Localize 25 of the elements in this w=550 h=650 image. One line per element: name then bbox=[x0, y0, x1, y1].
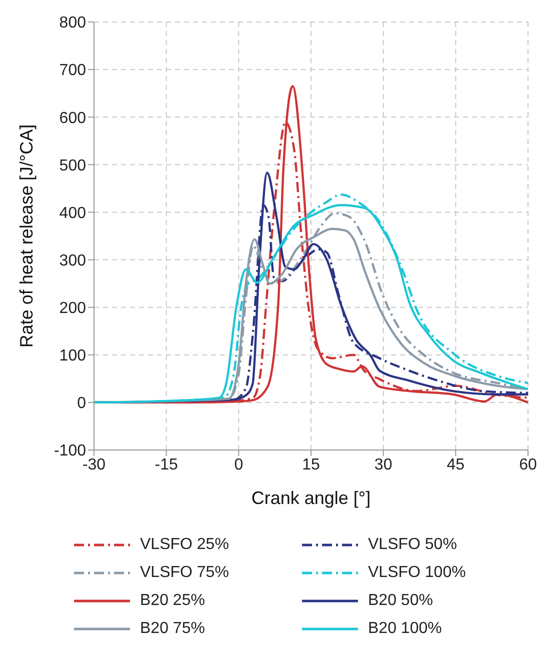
legend-label: B20 50% bbox=[368, 592, 433, 610]
x-tick-label: 0 bbox=[234, 456, 244, 474]
legend-label: VLSFO 25% bbox=[140, 536, 229, 554]
x-tick-label: 30 bbox=[374, 456, 392, 474]
y-tick-label: 0 bbox=[77, 395, 86, 412]
legend-label: B20 25% bbox=[140, 592, 205, 610]
y-tick-label: 400 bbox=[59, 204, 86, 222]
x-tick-label: 60 bbox=[519, 456, 537, 474]
y-tick-label: 600 bbox=[59, 110, 86, 127]
y-tick-label: 500 bbox=[59, 157, 86, 174]
y-tick-label: 200 bbox=[59, 300, 86, 318]
legend-label: B20 75% bbox=[140, 620, 205, 638]
y-tick-label: 100 bbox=[59, 348, 86, 365]
x-tick-label: -15 bbox=[154, 456, 178, 474]
y-tick-label: 800 bbox=[59, 14, 86, 32]
legend-label: B20 100% bbox=[368, 620, 442, 638]
legend-label: VLSFO 50% bbox=[368, 536, 457, 554]
x-tick-label: 15 bbox=[302, 456, 320, 474]
y-axis-title: Rate of heat release [J/°CA] bbox=[16, 124, 36, 348]
y-tick-label: 700 bbox=[59, 62, 86, 80]
x-tick-label: 45 bbox=[446, 456, 465, 474]
legend-label: VLSFO 75% bbox=[140, 564, 229, 582]
y-tick-label: 300 bbox=[59, 252, 86, 270]
legend-label: VLSFO 100% bbox=[368, 564, 466, 582]
x-axis-title: Crank angle [°] bbox=[251, 488, 371, 508]
